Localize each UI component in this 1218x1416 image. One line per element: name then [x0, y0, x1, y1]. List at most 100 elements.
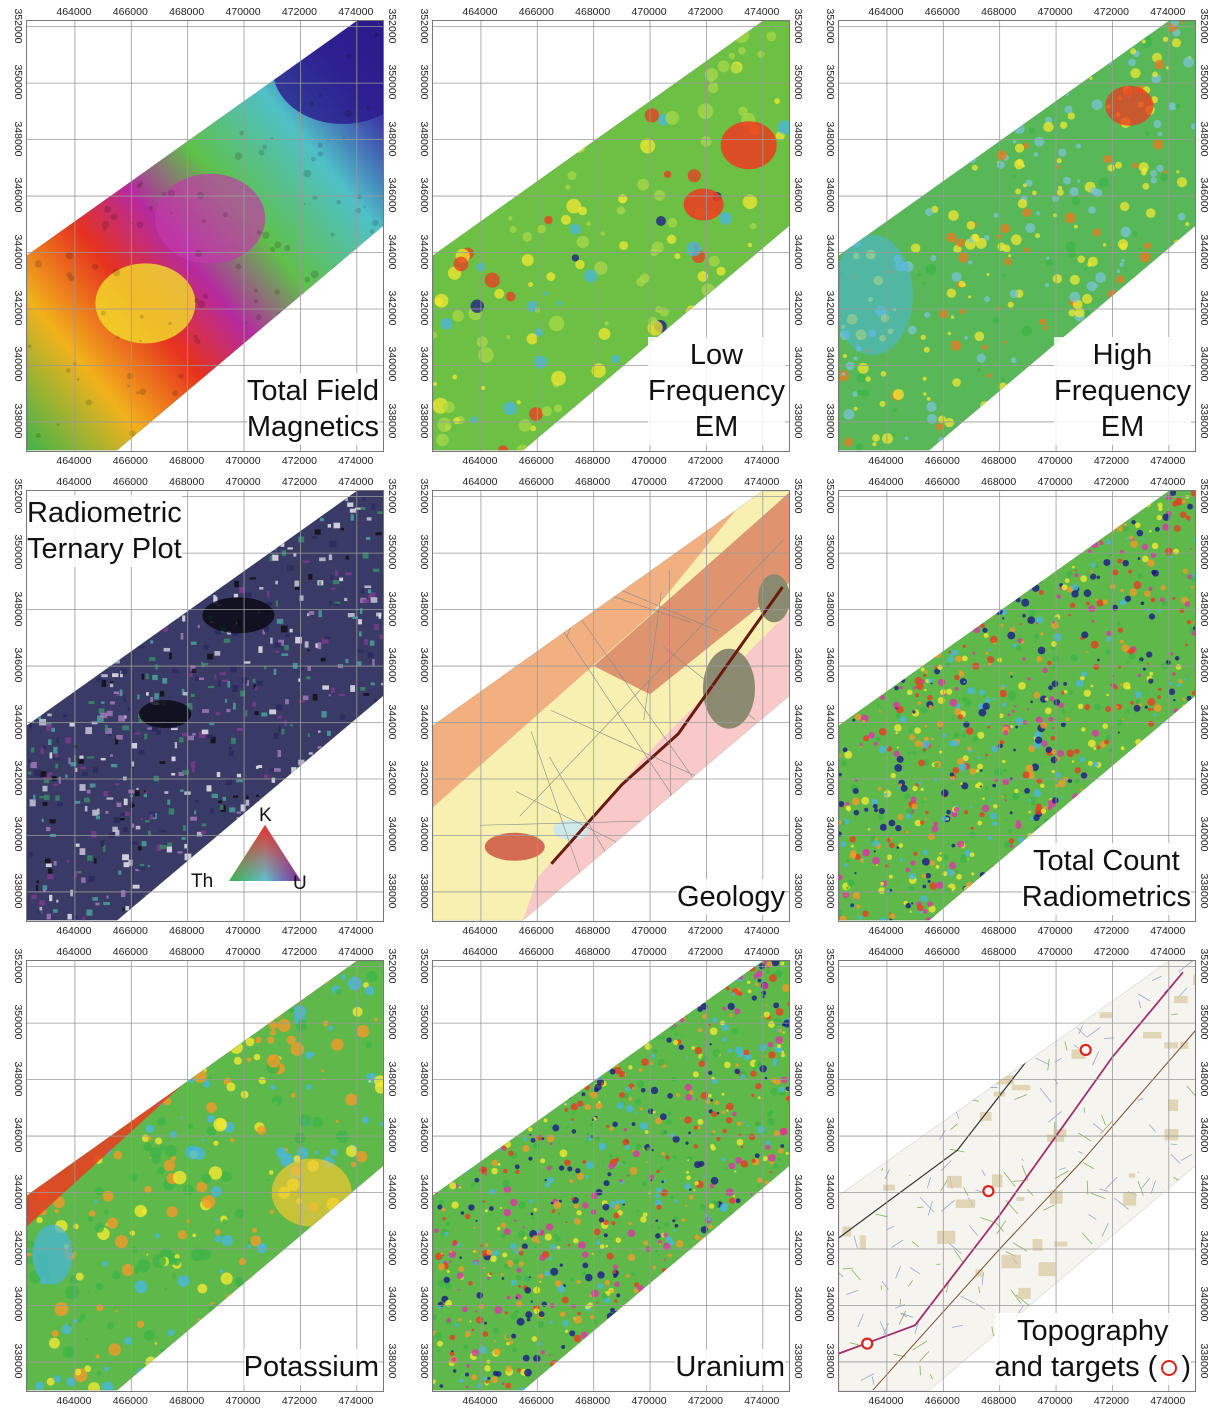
y-tick-label-right: 348000 — [1198, 1061, 1210, 1097]
y-tick-label-right: 346000 — [792, 1117, 804, 1153]
x-tick-label-top: 468000 — [981, 946, 1017, 958]
target-marker[interactable] — [1079, 1043, 1092, 1057]
y-tick-label-left: 342000 — [824, 290, 836, 326]
x-tick-label-bottom: 466000 — [112, 1395, 148, 1407]
y-tick-label-right: 342000 — [386, 760, 398, 796]
map-frame: Low Frequency EM — [432, 20, 790, 452]
y-tick-label-right: 350000 — [1198, 64, 1210, 100]
x-tick-label-top: 464000 — [868, 476, 904, 488]
y-tick-label-left: 348000 — [12, 121, 24, 157]
y-tick-label-right: 352000 — [1198, 8, 1210, 44]
x-tick-label-top: 474000 — [338, 6, 374, 18]
x-tick-label-bottom: 474000 — [338, 925, 374, 937]
y-tick-label-left: 348000 — [418, 591, 430, 627]
y-tick-label-right: 348000 — [386, 121, 398, 157]
x-tick-label-top: 472000 — [281, 946, 317, 958]
y-tick-label-right: 338000 — [792, 403, 804, 439]
x-tick-label-bottom: 466000 — [112, 925, 148, 937]
x-tick-label-top: 470000 — [631, 476, 667, 488]
x-tick-label-top: 466000 — [518, 476, 554, 488]
y-tick-label-right: 340000 — [1198, 346, 1210, 382]
y-tick-label-left: 338000 — [824, 403, 836, 439]
y-tick-label-right: 350000 — [792, 64, 804, 100]
y-tick-label-right: 348000 — [386, 1061, 398, 1097]
x-tick-label-top: 466000 — [924, 6, 960, 18]
y-tick-label-right: 342000 — [792, 760, 804, 796]
target-marker[interactable] — [982, 1185, 995, 1198]
y-tick-label-left: 344000 — [418, 1173, 430, 1210]
x-tick-label-bottom: 474000 — [744, 455, 780, 467]
x-tick-label-top: 466000 — [112, 6, 148, 18]
x-tick-label-bottom: 468000 — [169, 455, 205, 467]
map-frame: High Frequency EM — [838, 20, 1196, 452]
y-tick-label-right: 352000 — [792, 8, 804, 44]
y-tick-label-right: 344000 — [792, 233, 804, 270]
y-tick-label-left: 342000 — [12, 760, 24, 796]
y-tick-label-right: 342000 — [1198, 290, 1210, 326]
x-tick-label-bottom: 468000 — [981, 455, 1017, 467]
y-tick-label-left: 340000 — [824, 816, 836, 852]
map-raster — [27, 21, 383, 451]
ternary-legend: K Th U — [191, 805, 315, 911]
y-tick-label-right: 340000 — [386, 346, 398, 382]
x-tick-label-top: 470000 — [1037, 6, 1073, 18]
x-tick-label-bottom: 470000 — [631, 1395, 667, 1407]
y-tick-label-right: 344000 — [386, 233, 398, 270]
y-tick-label-right: 340000 — [1198, 816, 1210, 852]
x-tick-label-top: 474000 — [338, 476, 374, 488]
x-tick-label-top: 468000 — [981, 476, 1017, 488]
y-tick-label-right: 342000 — [792, 1230, 804, 1266]
x-tick-label-bottom: 470000 — [1037, 1395, 1073, 1407]
y-tick-label-right: 352000 — [792, 948, 804, 984]
panel-label-line: Ternary Plot — [27, 533, 182, 565]
x-tick-label-top: 464000 — [56, 6, 92, 18]
y-tick-label-right: 352000 — [1198, 948, 1210, 984]
y-tick-label-left: 350000 — [824, 1004, 836, 1040]
panel-label: Total Field Magnetics — [246, 373, 379, 445]
y-tick-label-left: 344000 — [824, 233, 836, 270]
y-tick-label-right: 340000 — [792, 346, 804, 382]
x-tick-label-bottom: 472000 — [687, 455, 723, 467]
y-tick-label-left: 352000 — [418, 948, 430, 984]
y-tick-label-left: 348000 — [824, 1061, 836, 1097]
y-tick-label-right: 352000 — [386, 8, 398, 44]
x-tick-label-bottom: 474000 — [744, 1395, 780, 1407]
y-tick-label-right: 338000 — [792, 1343, 804, 1379]
y-tick-label-left: 340000 — [824, 346, 836, 382]
y-tick-label-left: 340000 — [12, 1286, 24, 1322]
x-tick-label-bottom: 474000 — [1150, 455, 1186, 467]
x-tick-label-bottom: 466000 — [518, 1395, 554, 1407]
y-tick-label-left: 340000 — [12, 816, 24, 852]
y-tick-label-right: 338000 — [386, 1343, 398, 1379]
x-tick-label-bottom: 472000 — [1093, 1395, 1129, 1407]
x-tick-label-top: 466000 — [518, 946, 554, 958]
y-tick-label-right: 348000 — [386, 591, 398, 627]
x-tick-label-top: 472000 — [1093, 6, 1129, 18]
x-tick-label-top: 474000 — [1150, 476, 1186, 488]
x-tick-label-top: 468000 — [169, 476, 205, 488]
y-tick-label-left: 346000 — [12, 177, 24, 213]
y-tick-label-right: 344000 — [792, 1173, 804, 1210]
y-tick-label-left: 348000 — [12, 591, 24, 627]
y-tick-label-right: 344000 — [1198, 703, 1210, 740]
panel-label-line: Topography — [1016, 1315, 1169, 1347]
x-tick-label-top: 468000 — [575, 476, 611, 488]
panel-label-line: and targets () — [995, 1349, 1192, 1385]
y-tick-label-right: 348000 — [1198, 121, 1210, 157]
y-tick-label-left: 346000 — [12, 647, 24, 683]
target-marker[interactable] — [861, 1337, 874, 1350]
y-tick-label-left: 342000 — [12, 1230, 24, 1266]
x-tick-label-top: 474000 — [1150, 946, 1186, 958]
y-tick-label-left: 342000 — [824, 760, 836, 796]
panel-label: Total Count Radiometrics — [1021, 843, 1191, 915]
x-tick-label-top: 472000 — [281, 476, 317, 488]
y-tick-label-left: 352000 — [824, 478, 836, 514]
y-tick-label-left: 338000 — [12, 873, 24, 909]
x-tick-label-top: 470000 — [631, 946, 667, 958]
y-tick-label-right: 338000 — [386, 873, 398, 909]
y-tick-label-right: 340000 — [1198, 1286, 1210, 1322]
map-frame: Potassium — [26, 960, 384, 1392]
y-tick-label-left: 344000 — [824, 1173, 836, 1210]
x-tick-label-top: 464000 — [868, 6, 904, 18]
x-tick-label-bottom: 464000 — [56, 455, 92, 467]
